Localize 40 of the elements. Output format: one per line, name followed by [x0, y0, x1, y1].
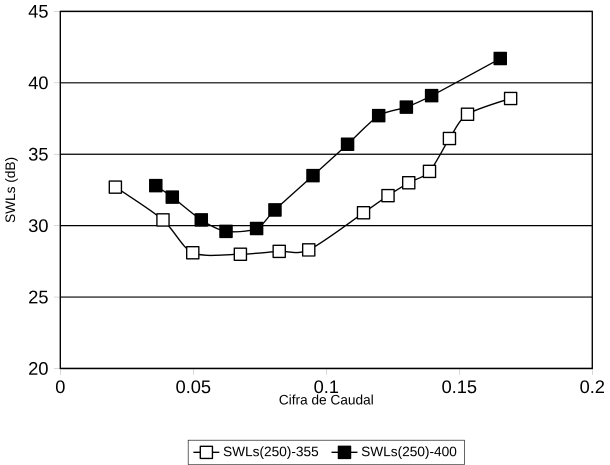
point: [166, 190, 180, 204]
x-tick-label: 0.05: [176, 380, 210, 394]
x-tick-label: 0.2: [580, 380, 604, 394]
x-tick-label: 0: [56, 380, 65, 394]
point: [400, 100, 414, 114]
y-tick-label: 25: [29, 290, 48, 304]
point: [340, 138, 354, 152]
legend-label: SWLs(250)-355: [224, 446, 318, 460]
point: [302, 243, 316, 257]
y-tick-label: 20: [29, 362, 48, 376]
point: [424, 89, 438, 103]
x-axis-title: Cifra de Caudal: [280, 394, 373, 405]
y-tick-label: 40: [28, 76, 48, 90]
point: [381, 188, 395, 202]
point: [306, 168, 320, 183]
y-tick-label: 30: [28, 219, 48, 232]
point: [219, 224, 233, 238]
point: [460, 108, 474, 122]
point: [194, 213, 208, 227]
point: [272, 244, 286, 258]
point: [234, 248, 248, 262]
point: [372, 109, 386, 123]
point: [442, 132, 456, 146]
point: [402, 176, 416, 190]
point: [108, 180, 122, 194]
x-tick-label: 0.1: [314, 380, 338, 394]
x-tick-label: 0.15: [442, 380, 476, 394]
point: [268, 203, 282, 217]
legend-label: SWLs(250)-400: [362, 446, 456, 460]
y-axis-title: SWLs (dB): [5, 158, 18, 222]
y-tick-label: 35: [28, 148, 48, 161]
point: [186, 246, 200, 260]
point: [356, 206, 370, 220]
point: [504, 92, 518, 106]
point: [156, 213, 170, 227]
point: [493, 52, 508, 66]
y-tick-label: 45: [28, 5, 48, 18]
point: [250, 222, 264, 236]
point: [422, 164, 436, 178]
point: [149, 178, 163, 193]
